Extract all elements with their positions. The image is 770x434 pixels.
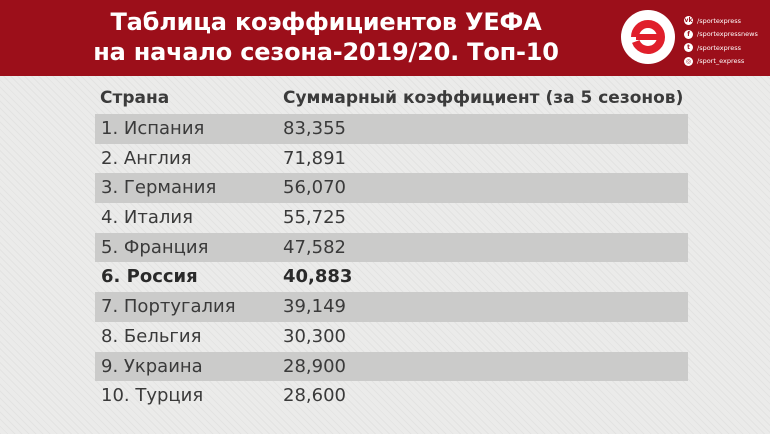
table-row: 9. Украина 28,900 — [95, 351, 688, 382]
coefficient-cell: 28,600 — [283, 385, 346, 407]
social-handle: /sportexpressnews — [697, 30, 758, 38]
coefficient-table: Страна Суммарный коэффициент (за 5 сезон… — [95, 84, 688, 411]
table-row: 7. Португалия 39,149 — [95, 292, 688, 322]
coefficient-cell: 83,355 — [283, 118, 346, 139]
column-header-country: Страна — [100, 88, 170, 108]
country-cell: 9. Украина — [101, 355, 203, 377]
coefficient-cell: 39,149 — [283, 296, 346, 318]
coefficient-cell: 47,582 — [283, 236, 346, 258]
country-cell: 3. Германия — [101, 177, 217, 199]
table-header: Страна Суммарный коэффициент (за 5 сезон… — [95, 84, 688, 114]
social-link: t/sportexpress — [684, 41, 758, 54]
country-cell: 4. Италия — [101, 207, 193, 229]
table-body: 1. Испания 83,355 2. Англия 71,891 3. Герман… — [95, 114, 688, 411]
country-cell: 6. Россия — [101, 266, 198, 288]
table-row: 10. Турция 28,600 — [95, 381, 688, 411]
title-line-2: на начало сезона-2019/20. Топ-10 — [93, 38, 559, 66]
coefficient-cell: 28,900 — [283, 355, 346, 377]
coefficient-cell: 56,070 — [283, 177, 346, 199]
social-links: vk/sportexpress f/sportexpressnews t/sport… — [684, 14, 758, 68]
social-handle: /sportexpress — [697, 43, 742, 52]
table-row: 1. Испания 83,355 — [95, 114, 688, 144]
table-row: 8. Бельгия 30,300 — [95, 322, 688, 352]
twitter-icon: t — [684, 43, 693, 52]
page-title: Таблица коэффициентов УЕФА на начало сез… — [0, 7, 652, 67]
coefficient-cell: 30,300 — [283, 325, 346, 347]
social-link: f/sportexpressnews — [684, 28, 758, 41]
social-link: ◎ /sport_express — [684, 55, 758, 68]
table-row: 2. Англия 71,891 — [95, 144, 688, 174]
country-cell: 7. Португалия — [101, 296, 236, 318]
vk-icon: vk — [684, 16, 693, 25]
country-cell: 5. Франция — [101, 236, 209, 258]
social-handle: /sportexpress — [697, 16, 742, 25]
coefficient-cell: 55,725 — [283, 207, 346, 229]
table-row: 5. Франция 47,582 — [95, 232, 688, 263]
coefficient-cell: 71,891 — [283, 147, 346, 169]
instagram-icon: ◎ — [684, 56, 693, 66]
country-cell: 8. Бельгия — [101, 325, 202, 347]
social-handle: /sport_express — [697, 57, 745, 65]
title-line-1: Таблица коэффициентов УЕФА — [110, 8, 542, 36]
column-header-coefficient: Суммарный коэффициент (за 5 сезонов) — [283, 88, 684, 108]
header-banner: Таблица коэффициентов УЕФА на начало сез… — [0, 0, 770, 76]
country-cell: 2. Англия — [101, 147, 192, 169]
table-row: 3. Германия 56,070 — [95, 173, 688, 204]
sport-express-logo-icon — [621, 10, 675, 64]
table-row: 6. Россия 40,883 — [95, 262, 688, 292]
table-row: 4. Италия 55,725 — [95, 203, 688, 233]
facebook-icon: f — [684, 29, 693, 39]
country-cell: 1. Испания — [101, 118, 205, 139]
social-link: vk/sportexpress — [684, 14, 758, 27]
coefficient-cell: 40,883 — [283, 266, 353, 288]
country-cell: 10. Турция — [101, 385, 204, 407]
